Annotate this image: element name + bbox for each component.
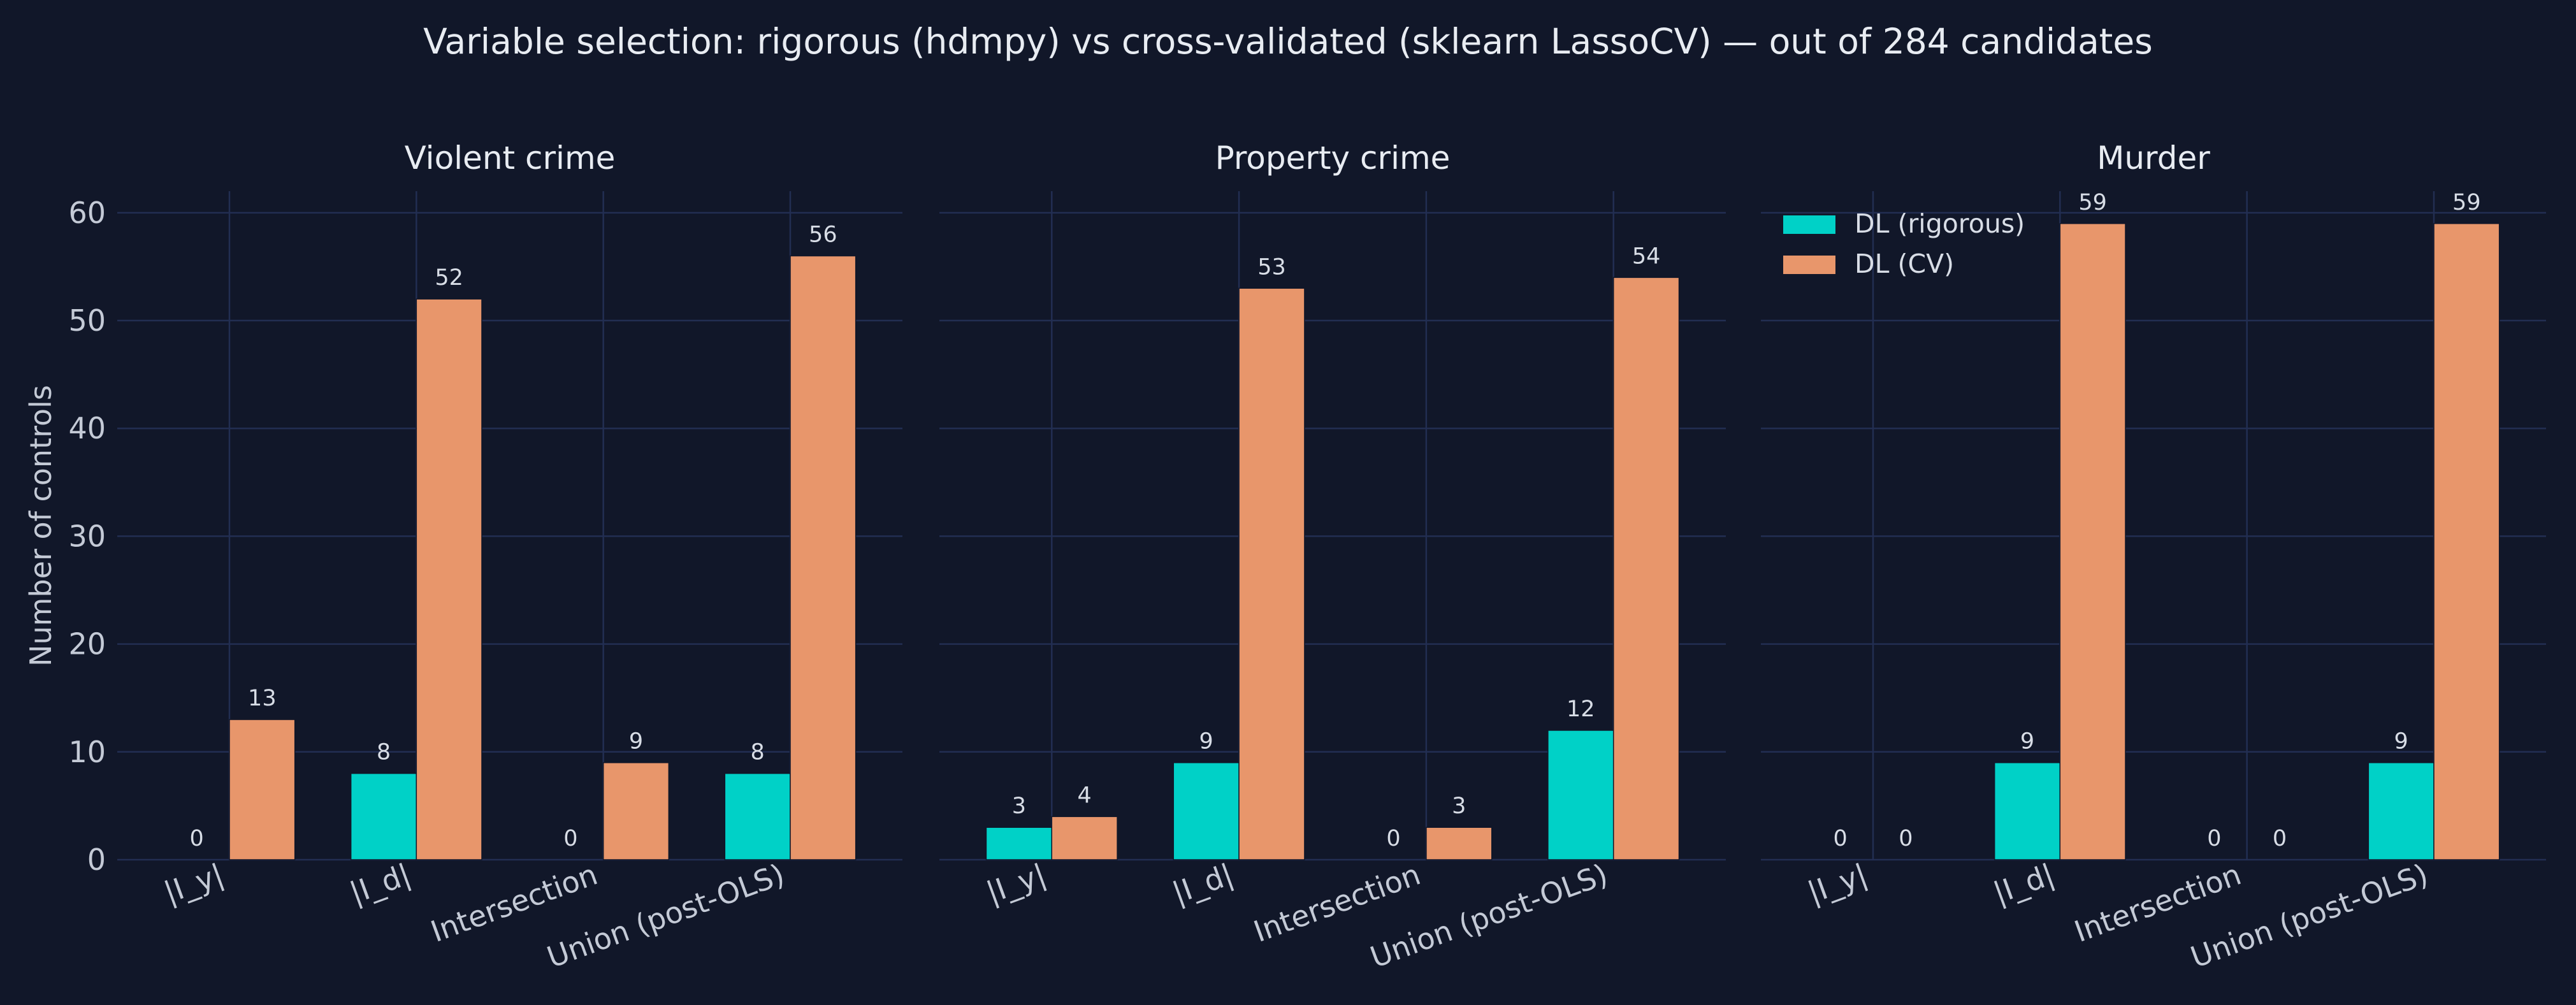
bar-value-label: 9 xyxy=(1199,729,1213,755)
bar-value-label: 8 xyxy=(751,740,765,765)
bar-value-label: 12 xyxy=(1567,697,1595,722)
panel-title: Violent crime xyxy=(405,140,616,177)
bar-value-label: 59 xyxy=(2452,190,2481,215)
y-tick-label: 20 xyxy=(68,627,106,662)
bar-value-label: 0 xyxy=(190,826,204,851)
bar-cv xyxy=(2433,223,2500,860)
y-axis-label: Number of controls xyxy=(24,385,58,667)
bar-value-label: 0 xyxy=(2207,826,2221,851)
bar-value-label: 53 xyxy=(1257,254,1286,280)
y-tick-label: 40 xyxy=(68,411,106,445)
bar-value-label: 3 xyxy=(1452,793,1466,819)
bar-value-label: 59 xyxy=(2078,190,2107,215)
bar-value-label: 9 xyxy=(2020,729,2034,755)
y-tick-label: 50 xyxy=(68,303,106,338)
chart-suptitle: Variable selection: rigorous (hdmpy) vs … xyxy=(423,21,2153,62)
bar-rigorous xyxy=(350,772,417,860)
bar-value-label: 4 xyxy=(1078,783,1092,808)
bar-cv xyxy=(602,762,670,860)
panel-title: Murder xyxy=(2097,140,2210,177)
bar-cv xyxy=(790,255,857,860)
bar-cv xyxy=(2059,223,2126,860)
bar-cv xyxy=(1612,277,1680,860)
bar-rigorous xyxy=(2368,762,2435,860)
bar-rigorous xyxy=(985,827,1053,860)
bar-cv xyxy=(416,298,482,860)
y-tick-label: 30 xyxy=(68,519,106,553)
bar-value-label: 13 xyxy=(248,686,277,711)
bar-value-label: 52 xyxy=(435,265,463,291)
bar-value-label: 56 xyxy=(809,222,837,248)
legend-swatch xyxy=(1783,215,1835,234)
bar-cv xyxy=(1238,287,1305,860)
bar-value-label: 0 xyxy=(1386,826,1400,851)
bar-cv xyxy=(229,719,296,860)
bar-rigorous xyxy=(1994,762,2061,860)
y-tick-label: 10 xyxy=(68,735,106,769)
bar-rigorous xyxy=(1547,730,1614,860)
bar-value-label: 0 xyxy=(1834,826,1848,851)
bar-value-label: 0 xyxy=(563,826,577,851)
y-tick-label: 60 xyxy=(68,196,106,230)
y-tick-label: 0 xyxy=(87,842,106,877)
legend-swatch xyxy=(1783,256,1835,274)
bar-value-label: 54 xyxy=(1632,243,1661,269)
bar-value-label: 0 xyxy=(2273,826,2287,851)
panel-title: Property crime xyxy=(1215,140,1451,177)
bar-value-label: 3 xyxy=(1012,793,1026,819)
bar-value-label: 0 xyxy=(1899,826,1913,851)
bar-value-label: 8 xyxy=(377,740,391,765)
legend-label: DL (CV) xyxy=(1855,249,1954,279)
bar-value-label: 9 xyxy=(2394,729,2408,755)
bar-rigorous xyxy=(724,772,791,860)
bar-rigorous xyxy=(1173,762,1240,860)
bar-value-label: 9 xyxy=(629,729,643,755)
legend-label: DL (rigorous) xyxy=(1855,208,2025,239)
bar-cv xyxy=(1426,827,1493,860)
bar-cv xyxy=(1051,816,1118,860)
legend: DL (rigorous) DL (CV) xyxy=(1783,208,2025,279)
